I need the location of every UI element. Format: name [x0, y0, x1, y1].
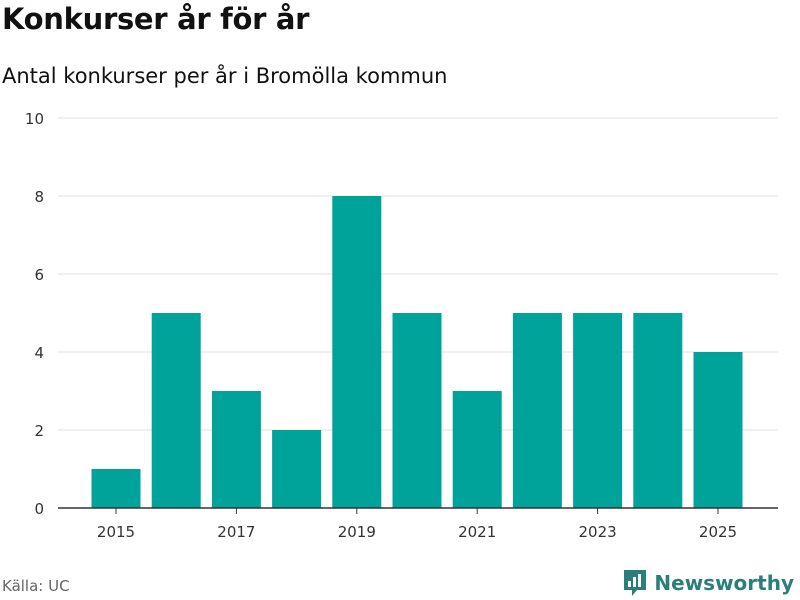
- bar-2025[interactable]: [693, 352, 743, 508]
- x-tick-label: 2019: [338, 523, 376, 541]
- bar-2015[interactable]: [91, 469, 141, 508]
- bar-2019[interactable]: [332, 196, 382, 508]
- bar-2022[interactable]: [512, 313, 562, 508]
- y-tick-label: 4: [34, 344, 44, 362]
- x-tick-label: 2023: [579, 523, 617, 541]
- bar-2021[interactable]: [452, 391, 502, 508]
- x-tick-label: 2021: [458, 523, 496, 541]
- x-tick-label: 2015: [97, 523, 135, 541]
- y-tick-label: 6: [34, 266, 44, 284]
- brand-logo[interactable]: Newsworthy: [622, 568, 794, 598]
- chart-subtitle: Antal konkurser per år i Bromölla kommun: [2, 64, 448, 88]
- x-axis-ticks: 2015 2017 2019 2021 2023 2025: [97, 508, 737, 541]
- bar-2023[interactable]: [573, 313, 623, 508]
- bar-2020[interactable]: [392, 313, 442, 508]
- bar-2017[interactable]: [211, 391, 261, 508]
- y-tick-label: 2: [34, 422, 44, 440]
- newsworthy-logo-icon: [624, 570, 647, 596]
- bar-2018[interactable]: [272, 430, 322, 508]
- bar-2024[interactable]: [633, 313, 683, 508]
- brand-name: Newsworthy: [654, 571, 794, 595]
- bar-2016[interactable]: [151, 313, 201, 508]
- y-tick-label: 10: [25, 110, 44, 128]
- y-tick-label: 0: [34, 500, 44, 518]
- chart-title: Konkurser år för år: [2, 2, 310, 36]
- source-note: Källa: UC: [2, 577, 70, 595]
- x-tick-label: 2017: [217, 523, 255, 541]
- y-axis-ticks: 0 2 4 6 8 10: [25, 110, 44, 518]
- x-tick-label: 2025: [699, 523, 737, 541]
- bars: [91, 196, 743, 508]
- y-tick-label: 8: [34, 188, 44, 206]
